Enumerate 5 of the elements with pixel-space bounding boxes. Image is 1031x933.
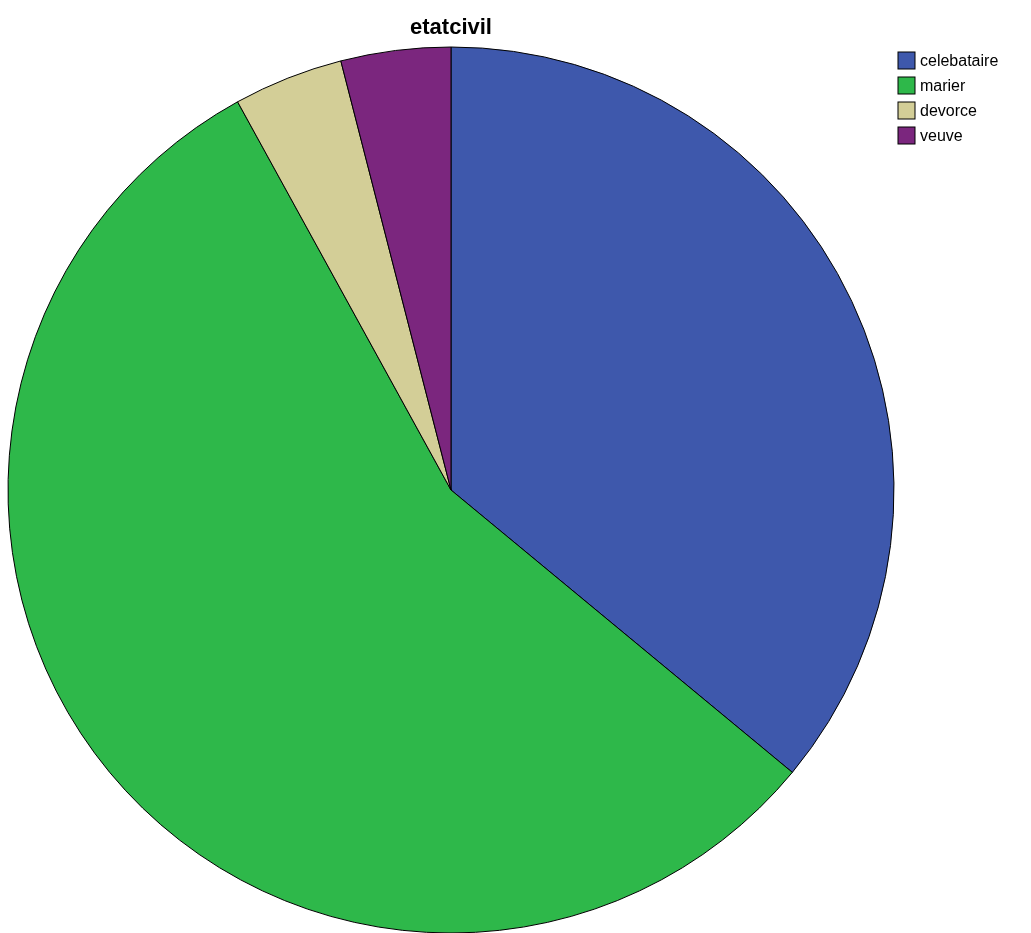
- legend-label: veuve: [920, 127, 963, 144]
- legend-label: devorce: [920, 102, 978, 119]
- legend-label: celebataire: [920, 52, 999, 69]
- legend-label: marier: [920, 77, 967, 94]
- chart-title: etatcivil: [410, 14, 492, 39]
